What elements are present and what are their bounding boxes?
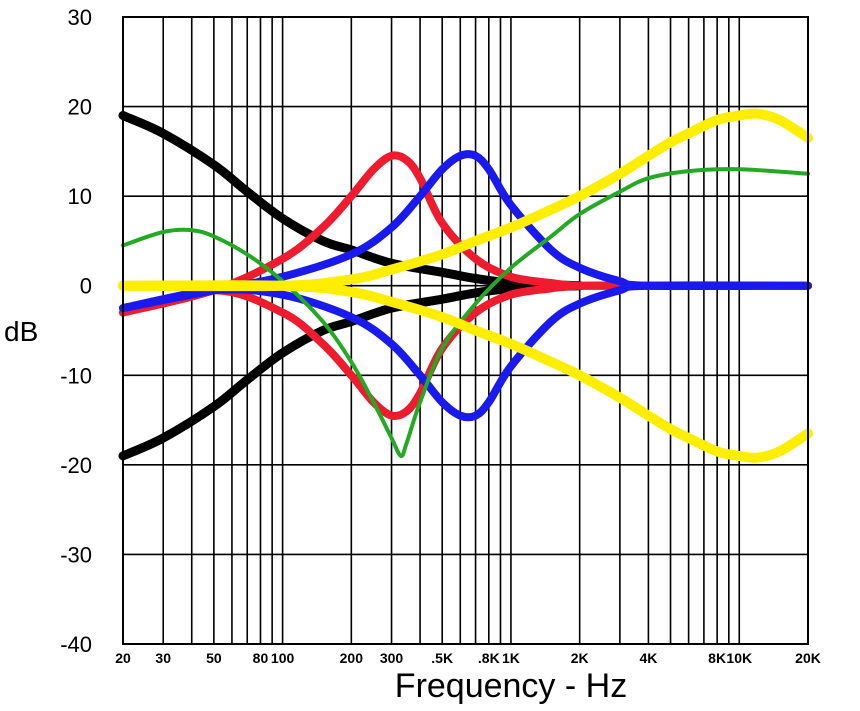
x-axis-label: Frequency - Hz [395, 667, 627, 705]
plot-frame [122, 16, 809, 645]
response-curve-8 [118, 108, 813, 292]
x-tick-label: .8K [478, 650, 500, 666]
y-tick-label: 20 [68, 95, 92, 120]
x-tick-label: 200 [340, 650, 364, 666]
response-curve-2 [118, 281, 585, 461]
y-tick-label: 30 [68, 5, 92, 30]
y-tick-label: -40 [60, 632, 92, 657]
response-curve-5 [119, 150, 812, 313]
x-tick-label: 8K [708, 650, 726, 666]
x-tick-label: 2K [571, 650, 589, 666]
response-curve-1 [118, 111, 585, 291]
y-tick-label: 0 [80, 274, 92, 299]
x-tick-label: 4K [639, 650, 657, 666]
x-tick-label: 20 [115, 650, 131, 666]
x-tick-label: 20K [795, 650, 821, 666]
x-tick-label: 50 [206, 650, 222, 666]
x-tick-label: 10K [726, 650, 752, 666]
x-tick-label: 300 [380, 650, 404, 666]
y-axis-label: dB [4, 316, 38, 347]
y-tick-label: -30 [60, 542, 92, 567]
y-axis-tick-labels: 30 20 10 0 -10 -20 -30 -40 [60, 5, 92, 657]
x-tick-label: 1K [502, 650, 520, 666]
x-axis-tick-labels: 20 30 50 80 100 200 300 .5K .8K 1K 2K 4K 8K 10K 20K [115, 650, 821, 666]
y-tick-label: -10 [60, 363, 92, 388]
y-tick-label: -20 [60, 453, 92, 478]
response-curves [118, 108, 813, 463]
x-tick-label: 30 [155, 650, 171, 666]
x-tick-label: .5K [431, 650, 453, 666]
response-curve-7 [121, 167, 810, 458]
x-tick-label: 80 [253, 650, 269, 666]
response-curve-4 [119, 281, 812, 421]
x-tick-label: 100 [271, 650, 295, 666]
y-tick-label: 10 [68, 184, 92, 209]
response-curve-9 [118, 280, 813, 463]
